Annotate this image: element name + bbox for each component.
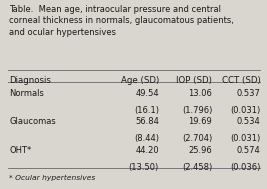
Text: 19.69: 19.69 xyxy=(189,117,212,126)
Text: 0.534: 0.534 xyxy=(237,117,260,126)
Text: (1.796): (1.796) xyxy=(182,106,212,115)
Text: CCT (SD): CCT (SD) xyxy=(222,76,260,85)
Text: 0.537: 0.537 xyxy=(237,89,260,98)
Text: IOP (SD): IOP (SD) xyxy=(176,76,212,85)
Text: (2.704): (2.704) xyxy=(182,134,212,143)
Text: OHT*: OHT* xyxy=(9,146,32,156)
Text: 25.96: 25.96 xyxy=(189,146,212,156)
Text: * Ocular hypertensives: * Ocular hypertensives xyxy=(9,175,96,181)
Text: (8.44): (8.44) xyxy=(134,134,159,143)
Text: Table.  Mean age, intraocular pressure and central
corneal thickness in normals,: Table. Mean age, intraocular pressure an… xyxy=(9,5,234,37)
Text: Glaucomas: Glaucomas xyxy=(9,117,56,126)
Text: 0.574: 0.574 xyxy=(237,146,260,156)
Text: (13.50): (13.50) xyxy=(129,163,159,173)
Text: (16.1): (16.1) xyxy=(134,106,159,115)
Text: 13.06: 13.06 xyxy=(189,89,212,98)
Text: (0.031): (0.031) xyxy=(230,106,260,115)
Text: 56.84: 56.84 xyxy=(135,117,159,126)
Text: (2.458): (2.458) xyxy=(182,163,212,173)
Text: 49.54: 49.54 xyxy=(135,89,159,98)
Text: Normals: Normals xyxy=(9,89,44,98)
Text: 44.20: 44.20 xyxy=(135,146,159,156)
Text: Diagnosis: Diagnosis xyxy=(9,76,51,85)
Text: (0.036): (0.036) xyxy=(230,163,260,173)
Text: Age (SD): Age (SD) xyxy=(121,76,159,85)
Text: (0.031): (0.031) xyxy=(230,134,260,143)
